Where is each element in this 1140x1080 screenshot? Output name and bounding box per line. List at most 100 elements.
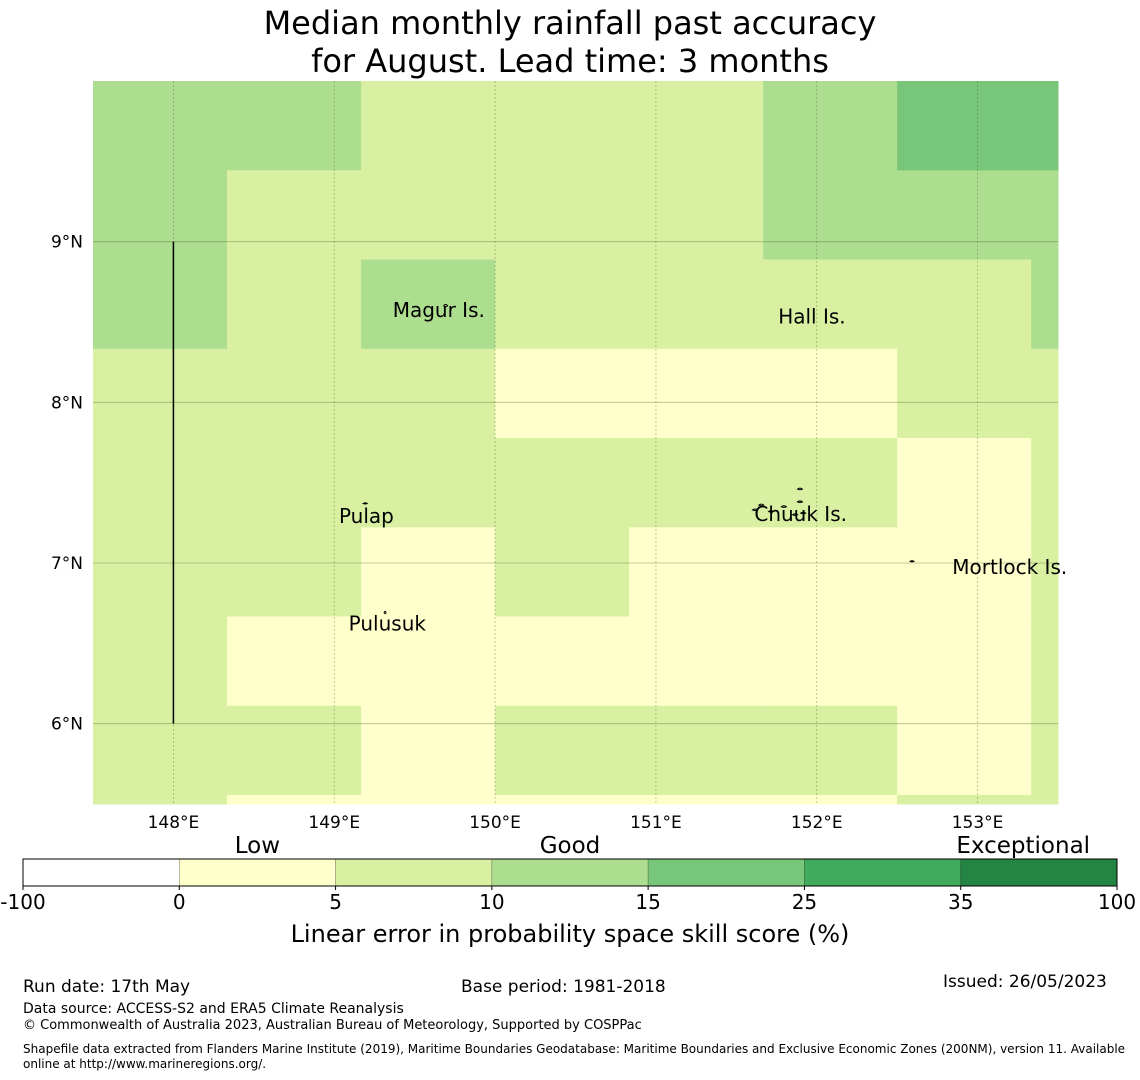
colorbar-tick-label: 35 <box>948 890 973 914</box>
lat-tick-label: 9°N <box>51 233 83 253</box>
lon-tick-label: 148°E <box>148 813 200 833</box>
lat-tick-label: 6°N <box>51 715 83 735</box>
colorbar-frame <box>22 858 1118 887</box>
colorbar-swatch <box>22 858 180 887</box>
map-axes: 148°E 149°E 150°E 151°E 152°E 153°E 9°N 8°N 7°N 6… <box>51 233 1003 833</box>
skill-cell <box>495 616 630 707</box>
skill-cell <box>1031 616 1059 707</box>
lon-tick-label: 152°E <box>791 813 843 833</box>
place-label: Pulusuk <box>349 611 427 635</box>
skill-cell <box>93 527 228 618</box>
skill-cell <box>897 81 1032 171</box>
skill-cell <box>361 795 496 805</box>
skill-cell <box>93 348 228 439</box>
skill-cell <box>226 170 362 261</box>
skill-cell <box>495 527 630 618</box>
colorbar-swatch <box>491 858 649 887</box>
colorbar-swatch <box>647 858 805 887</box>
island-mortlock <box>909 560 916 563</box>
map-title: Median monthly rainfall past accuracy fo… <box>0 4 1140 80</box>
run-date: Run date: 17th May <box>23 977 191 997</box>
skill-cell <box>629 259 764 350</box>
colorbar-label: Linear error in probability space skill … <box>291 920 850 948</box>
skill-cell <box>495 348 630 439</box>
skill-cell <box>361 348 496 439</box>
skill-cell <box>1031 81 1059 171</box>
lat-tick-label: 8°N <box>51 393 83 413</box>
skill-cell <box>361 81 496 171</box>
skill-cell <box>897 616 1032 707</box>
place-label: Pulap <box>339 504 394 528</box>
skill-cell <box>495 170 630 261</box>
island-chuuk <box>796 487 804 491</box>
colorbar-swatch <box>178 858 336 887</box>
skill-cell <box>495 81 630 171</box>
skill-cell <box>1031 705 1059 796</box>
skill-cell <box>226 527 362 618</box>
skill-cell <box>226 348 362 439</box>
shapefile-credit: Shapefile data extracted from Flanders M… <box>23 1042 1126 1071</box>
skill-cell <box>226 81 362 171</box>
skill-grid <box>93 81 1059 805</box>
colorbar: -100 0 5 10 15 25 35 100 Low Good Exceptional Linea… <box>0 833 1136 948</box>
copyright-notice: © Commonwealth of Australia 2023, Austra… <box>23 1018 642 1033</box>
skill-cell <box>629 438 764 528</box>
place-label: Hall Is. <box>778 305 845 329</box>
skill-cell <box>361 259 496 350</box>
skill-cell <box>93 795 228 805</box>
skill-cell <box>361 527 496 618</box>
skill-cell <box>763 259 898 350</box>
colorbar-category-label: Good <box>540 833 601 859</box>
map-title-line-2: for August. Lead time: 3 months <box>311 42 829 80</box>
skill-cell <box>897 527 1032 618</box>
skill-cell <box>226 795 362 805</box>
colorbar-tick-label: -100 <box>0 890 45 914</box>
data-source: Data source: ACCESS-S2 and ERA5 Climate … <box>23 1001 404 1017</box>
colorbar-tick-label: 0 <box>173 890 186 914</box>
island-chuuk <box>791 513 799 516</box>
skill-cell <box>495 438 630 528</box>
skill-cell <box>495 259 630 350</box>
skill-cell <box>1031 795 1059 805</box>
skill-cell <box>495 705 630 796</box>
skill-cell <box>763 705 898 796</box>
island-pulusuk <box>383 610 387 615</box>
skill-cell <box>763 438 898 528</box>
place-label: Mortlock Is. <box>952 555 1067 579</box>
colorbar-category-label: Low <box>235 833 280 859</box>
skill-cell <box>93 259 228 350</box>
island-chuuk <box>767 510 775 513</box>
skill-cell <box>1031 348 1059 439</box>
skill-cell <box>361 438 496 528</box>
skill-cell <box>897 259 1032 350</box>
skill-cell <box>763 170 898 261</box>
skill-cell <box>361 616 496 707</box>
skill-cell <box>763 616 898 707</box>
colorbar-tick-label: 5 <box>329 890 342 914</box>
skill-cell <box>629 795 764 805</box>
skill-cell <box>226 438 362 528</box>
skill-cell <box>226 705 362 796</box>
place-label: Magur Is. <box>393 298 485 322</box>
colorbar-tick-label: 100 <box>1098 890 1136 914</box>
skill-cell <box>361 170 496 261</box>
base-period: Base period: 1981-2018 <box>461 977 666 997</box>
island-chuuk <box>757 503 765 507</box>
colorbar-swatch <box>335 858 493 887</box>
colorbar-swatch <box>804 858 962 887</box>
skill-cell <box>763 795 898 805</box>
island-outlines <box>362 303 916 615</box>
island-magur <box>442 303 449 308</box>
skill-cell <box>629 81 764 171</box>
skill-cell <box>897 705 1032 796</box>
skill-cell <box>763 81 898 171</box>
map-title-line-1: Median monthly rainfall past accuracy <box>263 4 877 42</box>
colorbar-swatch <box>960 858 1118 887</box>
lon-tick-label: 151°E <box>630 813 682 833</box>
skill-cell <box>629 616 764 707</box>
place-labels: Magur Is. Hall Is. Pulap Chuuk Is. Mortlock … <box>339 298 1067 635</box>
lon-tick-label: 149°E <box>308 813 360 833</box>
skill-cell <box>629 348 764 439</box>
skill-cell <box>763 348 898 439</box>
skill-cell <box>93 81 228 171</box>
